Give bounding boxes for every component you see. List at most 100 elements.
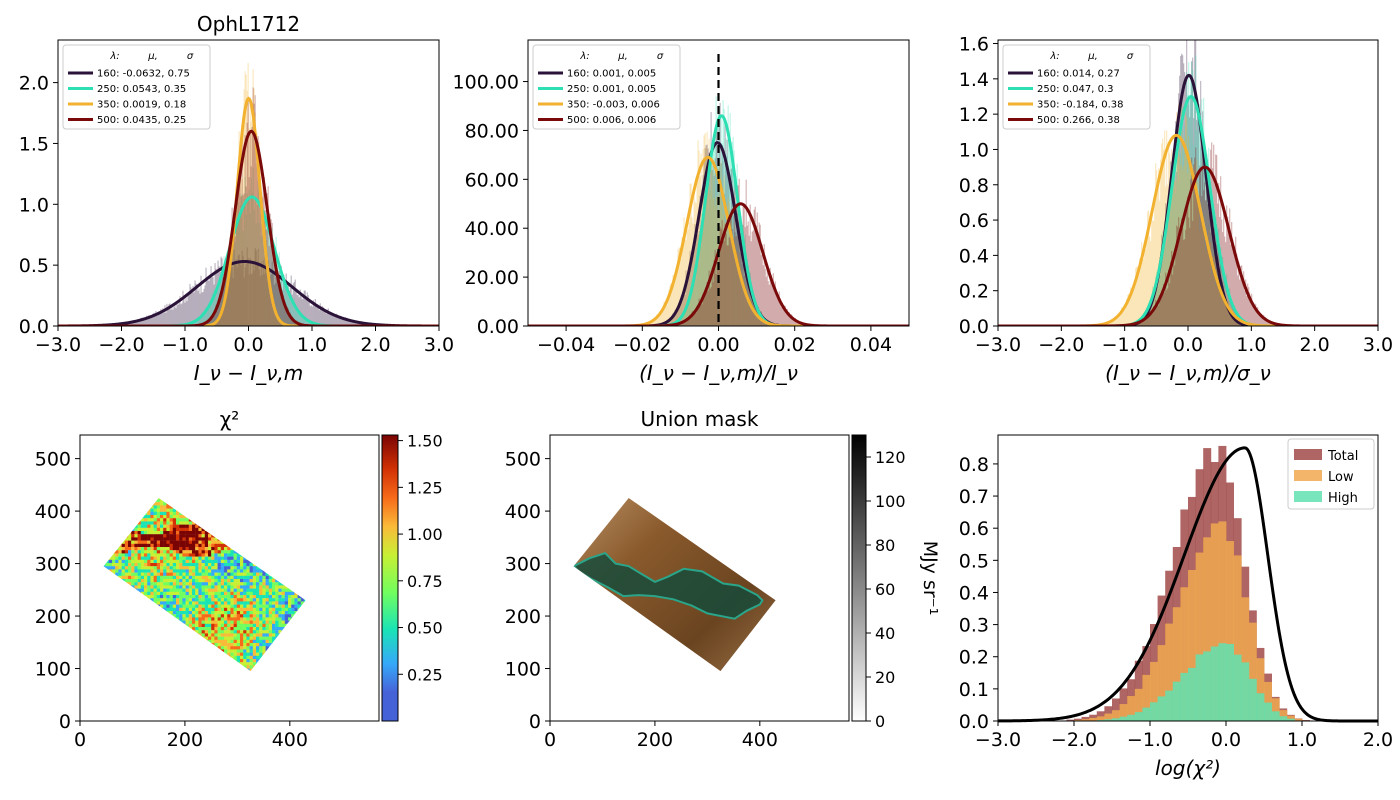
histogram-bar xyxy=(238,131,240,326)
chi-squared-pixel xyxy=(121,527,125,532)
histogram-bar xyxy=(195,321,197,326)
chi-squared-pixel xyxy=(156,655,161,660)
histogram-bar xyxy=(328,311,331,326)
chi-squared-pixel xyxy=(124,652,129,656)
histogram-bar xyxy=(244,135,246,326)
chi-squared-pixel xyxy=(156,527,161,532)
chi-squared-pixel xyxy=(144,483,147,486)
chi-squared-pixel xyxy=(179,623,183,628)
chi-squared-pixel xyxy=(156,553,161,557)
chi-squared-pixel xyxy=(108,569,113,573)
chi-squared-pixel xyxy=(134,649,138,653)
chi-squared-pixel xyxy=(109,477,112,480)
chi-squared-pixel xyxy=(93,518,96,521)
chi-squared-pixel xyxy=(172,623,177,628)
chi-squared-pixel xyxy=(134,579,138,583)
chi-squared-pixel xyxy=(102,470,105,473)
histogram-bar xyxy=(741,224,743,326)
chi-squared-pixel xyxy=(122,489,125,492)
chi-squared-pixel xyxy=(179,614,183,618)
chi-squared-pixel xyxy=(80,601,83,604)
chi-squared-pixel xyxy=(169,508,173,512)
chi-squared-pixel xyxy=(80,659,83,662)
chi-squared-pixel xyxy=(134,611,138,615)
chi-squared-pixel xyxy=(140,643,145,647)
histogram-bar xyxy=(286,281,288,326)
chi-squared-pixel xyxy=(176,704,179,707)
chi-squared-pixel xyxy=(115,672,118,675)
chi-squared-pixel xyxy=(96,509,99,512)
chi-squared-pixel xyxy=(173,477,176,480)
histogram-bar xyxy=(185,297,187,326)
chi-squared-pixel xyxy=(99,477,102,480)
chi-squared-pixel xyxy=(141,435,144,438)
chi-squared-pixel xyxy=(138,464,141,467)
chi-squared-pixel xyxy=(160,486,163,489)
histogram-bar xyxy=(217,260,219,326)
chi-squared-pixel xyxy=(122,464,125,467)
chi-squared-pixel xyxy=(128,451,131,454)
chi-squared-pixel xyxy=(150,477,153,480)
x-tick-label: 0.00 xyxy=(697,334,739,356)
x-tick-label: −1.0 xyxy=(1102,334,1148,356)
chi-squared-pixel xyxy=(156,591,161,596)
chi-squared-pixel xyxy=(93,550,96,553)
chi-squared-pixel xyxy=(173,464,176,467)
chi-squared-pixel xyxy=(166,707,169,710)
chi-squared-pixel xyxy=(179,575,183,580)
chi-squared-pixel xyxy=(93,531,96,534)
chi-squared-pixel xyxy=(122,688,125,691)
chi-squared-pixel xyxy=(163,662,167,666)
chi-squared-pixel xyxy=(90,685,93,688)
chi-squared-pixel xyxy=(150,678,153,681)
histogram-bar xyxy=(705,169,707,326)
chi-squared-pixel xyxy=(105,604,109,608)
chi-squared-pixel xyxy=(86,576,89,579)
histogram-bar xyxy=(172,309,174,326)
chi-squared-pixel xyxy=(160,537,164,541)
chi-squared-pixel xyxy=(121,595,125,599)
histogram-bar xyxy=(1199,104,1201,326)
histogram-bar xyxy=(1193,172,1195,326)
chi-squared-pixel xyxy=(141,694,144,697)
chi-squared-pixel xyxy=(153,585,157,589)
histogram-bar xyxy=(315,307,317,326)
chi-squared-pixel xyxy=(147,477,150,480)
chi-squared-pixel xyxy=(137,595,141,599)
histogram-bar xyxy=(1143,258,1145,326)
chi-squared-pixel xyxy=(83,707,86,710)
histogram-bar xyxy=(751,297,753,326)
chi-squared-pixel xyxy=(179,508,183,512)
histogram-bar xyxy=(226,288,228,326)
chi-squared-pixel xyxy=(106,486,109,489)
chi-squared-pixel xyxy=(86,477,89,480)
histogram-bar xyxy=(216,321,218,326)
chi-squared-pixel xyxy=(140,633,145,637)
chi-squared-pixel xyxy=(112,508,116,512)
chi-squared-pixel xyxy=(102,697,105,700)
histogram-bar xyxy=(664,306,666,326)
histogram-bar xyxy=(158,311,160,326)
chi-squared-pixel xyxy=(144,556,148,560)
chi-squared-pixel xyxy=(86,515,89,518)
histogram-bar xyxy=(1188,99,1190,326)
chi-squared-pixel xyxy=(163,451,166,454)
chi-squared-pixel xyxy=(112,445,115,448)
histogram-bar xyxy=(662,306,664,326)
histogram-bar xyxy=(724,223,726,326)
chi-squared-pixel xyxy=(80,467,83,470)
chi-squared-pixel xyxy=(122,445,125,448)
chi-squared-pixel xyxy=(150,701,153,704)
chi-squared-pixel xyxy=(93,582,96,585)
chi-squared-pixel xyxy=(86,678,89,681)
chi-squared-pixel xyxy=(170,489,173,492)
histogram-bar xyxy=(660,313,662,326)
chi-squared-pixel xyxy=(112,550,116,554)
chi-squared-pixel xyxy=(153,604,157,608)
chi-squared-pixel xyxy=(150,620,154,624)
chi-squared-pixel xyxy=(115,588,119,592)
chi-squared-pixel xyxy=(150,543,154,548)
chi-squared-pixel xyxy=(172,531,177,535)
chi-squared-pixel xyxy=(166,678,169,681)
histogram-bar xyxy=(1198,122,1200,326)
